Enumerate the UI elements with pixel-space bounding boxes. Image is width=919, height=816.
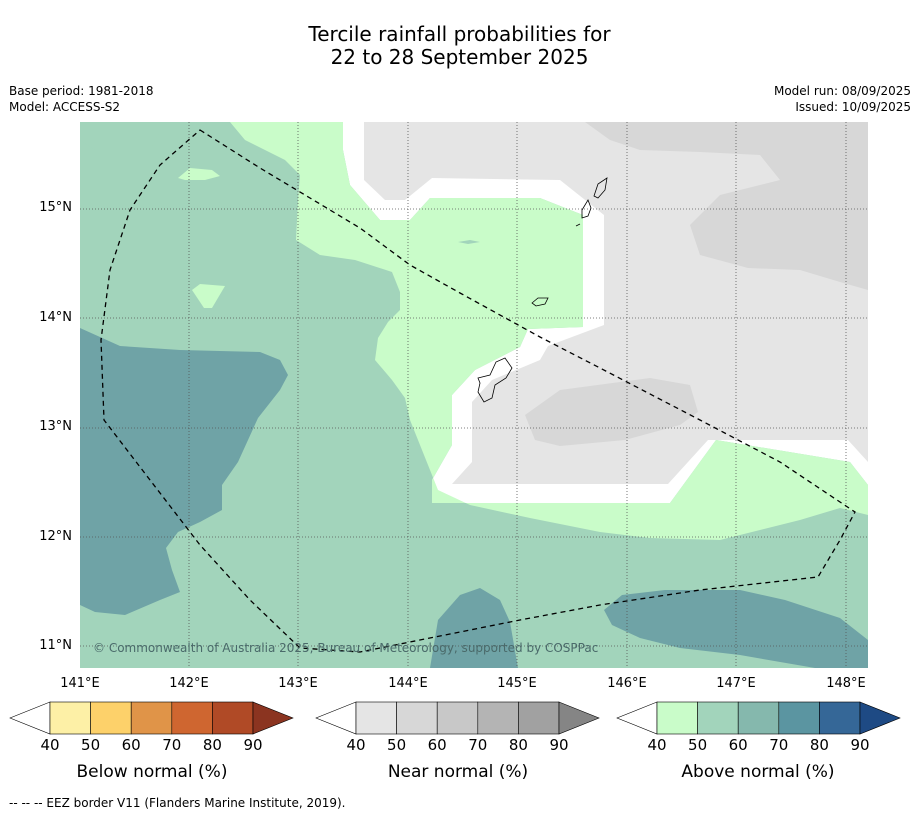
colorbar-title-below: Below normal (%) xyxy=(76,762,228,782)
aguijan-island xyxy=(575,223,581,227)
colorbar-group xyxy=(9,701,901,735)
colorbar-below-segment xyxy=(171,701,213,735)
lon-label-147e: 147°E xyxy=(716,676,756,691)
base-period-label: Base period: 1981-2018 xyxy=(9,84,154,98)
lat-label-12n: 12°N xyxy=(39,529,72,544)
lon-label-141e: 141°E xyxy=(60,676,100,691)
colorbar-below-segment xyxy=(49,701,91,735)
model-label: Model: ACCESS-S2 xyxy=(9,100,121,114)
lon-label-145e: 145°E xyxy=(497,676,537,691)
colorbar-below-tick: 50 xyxy=(81,736,101,754)
near-normal-50-60-patch-ne xyxy=(585,122,868,290)
map-title-line2: 22 to 28 September 2025 xyxy=(330,45,589,69)
colorbar-above-tick: 70 xyxy=(769,736,789,754)
lat-label-13n: 13°N xyxy=(39,419,72,434)
above-normal-50-60-region-northwest xyxy=(80,122,165,156)
colorbar-below-segment xyxy=(90,701,132,735)
colorbar-above-segment xyxy=(819,701,861,735)
lon-label-148e: 148°E xyxy=(826,676,866,691)
colorbar-above-tick: 80 xyxy=(809,736,829,754)
colorbar-below-tick: 80 xyxy=(202,736,222,754)
lat-label-14n: 14°N xyxy=(39,310,72,325)
rota-island xyxy=(531,297,549,307)
colorbar-near-tick: 70 xyxy=(468,736,488,754)
colorbar-near-tick: 40 xyxy=(346,736,366,754)
colorbar-near-tick: 80 xyxy=(508,736,528,754)
colorbar-below-segment xyxy=(212,701,254,735)
colorbar-near-tick: 60 xyxy=(427,736,447,754)
colorbar-below-tick: 90 xyxy=(243,736,263,754)
probability-map xyxy=(80,122,868,668)
colorbar-near-segment xyxy=(518,701,560,735)
lon-label-146e: 146°E xyxy=(607,676,647,691)
model-run-label: Model run: 08/09/2025 xyxy=(773,84,911,98)
colorbar-above-tick: 90 xyxy=(850,736,870,754)
colorbar-above-segment xyxy=(737,701,780,735)
lat-label-15n: 15°N xyxy=(39,200,72,215)
colorbar-above-segment xyxy=(656,701,698,735)
colorbar-above-tick: 40 xyxy=(647,736,667,754)
colorbar-above-extend-low xyxy=(616,701,658,735)
colorbar-below-tick: 60 xyxy=(121,736,141,754)
above-normal-40-50-region-north xyxy=(80,122,868,540)
lon-label-142e: 142°E xyxy=(169,676,209,691)
above-normal-40-50-island-2 xyxy=(192,284,225,308)
colorbar-above-tick: 60 xyxy=(728,736,748,754)
reef-feature xyxy=(458,240,480,244)
lon-label-143e: 143°E xyxy=(278,676,318,691)
colorbar-near-segment xyxy=(477,701,519,735)
colorbar-near-tick: 90 xyxy=(549,736,569,754)
tinian-island xyxy=(581,199,592,219)
saipan-island xyxy=(593,177,608,199)
colorbar-near-extend-high xyxy=(558,701,600,735)
above-normal-60-70-region-west xyxy=(80,328,288,615)
colorbar-above-segment xyxy=(778,701,820,735)
colorbar-near-extend-low xyxy=(315,701,357,735)
eez-border xyxy=(100,129,856,653)
above-normal-60-70-region-south xyxy=(430,588,518,668)
lat-label-11n: 11°N xyxy=(39,638,72,653)
near-normal-50-60-patch-center xyxy=(525,378,698,446)
colorbar-title-above: Above normal (%) xyxy=(681,762,835,782)
colorbar-title-near: Near normal (%) xyxy=(387,762,529,782)
islands xyxy=(458,177,608,403)
guam-island xyxy=(477,357,513,403)
eez-legend-footer: -- -- -- EEZ border V11 (Flanders Marine… xyxy=(9,796,346,810)
colorbar-below-tick: 40 xyxy=(40,736,60,754)
colorbar-near-segment xyxy=(436,701,479,735)
issued-label: Issued: 10/09/2025 xyxy=(795,100,911,114)
above-normal-40-50-island-1 xyxy=(178,168,220,180)
graticule xyxy=(80,122,868,668)
colorbar-near-tick: 50 xyxy=(387,736,407,754)
colorbar-below-extend-low xyxy=(9,701,51,735)
colorbar-near-segment xyxy=(396,701,438,735)
colorbar-below-segment xyxy=(130,701,173,735)
colorbar-near-segment xyxy=(355,701,397,735)
colorbar-below-extend-high xyxy=(252,701,294,735)
colorbar-above-tick: 50 xyxy=(688,736,708,754)
colorbar-above-extend-high xyxy=(859,701,901,735)
colorbar-above-segment xyxy=(697,701,739,735)
colorbar-below-tick: 70 xyxy=(162,736,182,754)
lon-label-144e: 144°E xyxy=(388,676,428,691)
map-title-line1: Tercile rainfall probabilities for xyxy=(308,22,611,46)
copyright-notice: © Commonwealth of Australia 2025, Bureau… xyxy=(93,641,599,655)
